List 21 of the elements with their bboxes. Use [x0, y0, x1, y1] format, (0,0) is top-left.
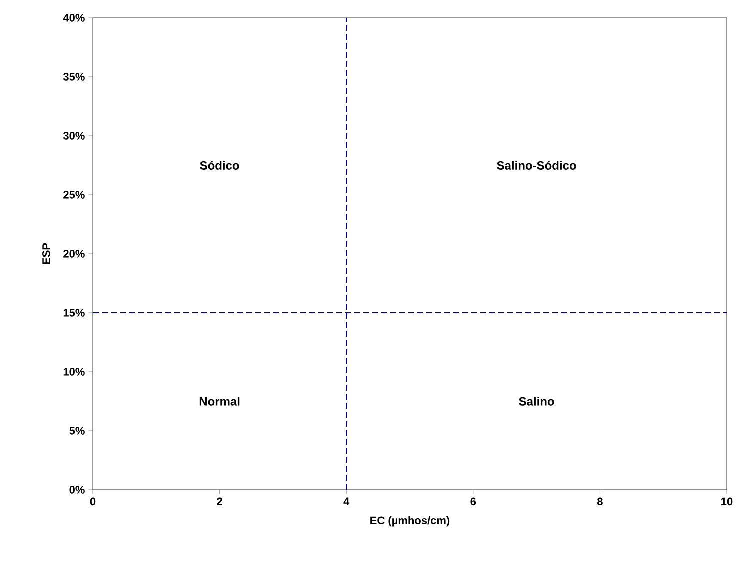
y-tick-label: 5% [70, 427, 85, 435]
y-tick-label: 20% [64, 250, 85, 258]
x-tick-label: 4 [344, 498, 350, 506]
y-tick-label: 35% [63, 73, 85, 81]
y-tick-label: 25% [64, 191, 85, 199]
x-axis-title: EC (µmhos/cm) [370, 516, 450, 527]
y-tick-label: 40% [63, 14, 85, 22]
y-tick-label: 10% [64, 368, 85, 376]
x-tick-label: 6 [470, 498, 476, 506]
annotation: Salino [519, 397, 554, 406]
y-tick-label: 30% [63, 132, 85, 140]
y-axis-title: ESP [42, 243, 50, 264]
x-tick-label: 8 [597, 498, 603, 506]
annotation: Normal [200, 397, 240, 406]
x-tick-label: 2 [217, 498, 222, 506]
y-tick-label: 0% [70, 486, 85, 494]
annotation: Sódico [200, 161, 240, 170]
y-tick-label: 15% [64, 309, 85, 317]
annotation: Salino-Sódico [497, 161, 576, 170]
x-tick-label: 10 [722, 498, 733, 506]
x-tick-label: 0 [90, 498, 96, 506]
